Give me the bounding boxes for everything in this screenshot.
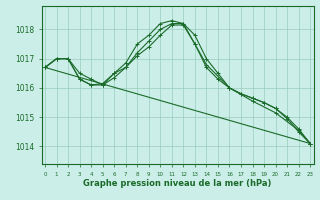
X-axis label: Graphe pression niveau de la mer (hPa): Graphe pression niveau de la mer (hPa)	[84, 179, 272, 188]
